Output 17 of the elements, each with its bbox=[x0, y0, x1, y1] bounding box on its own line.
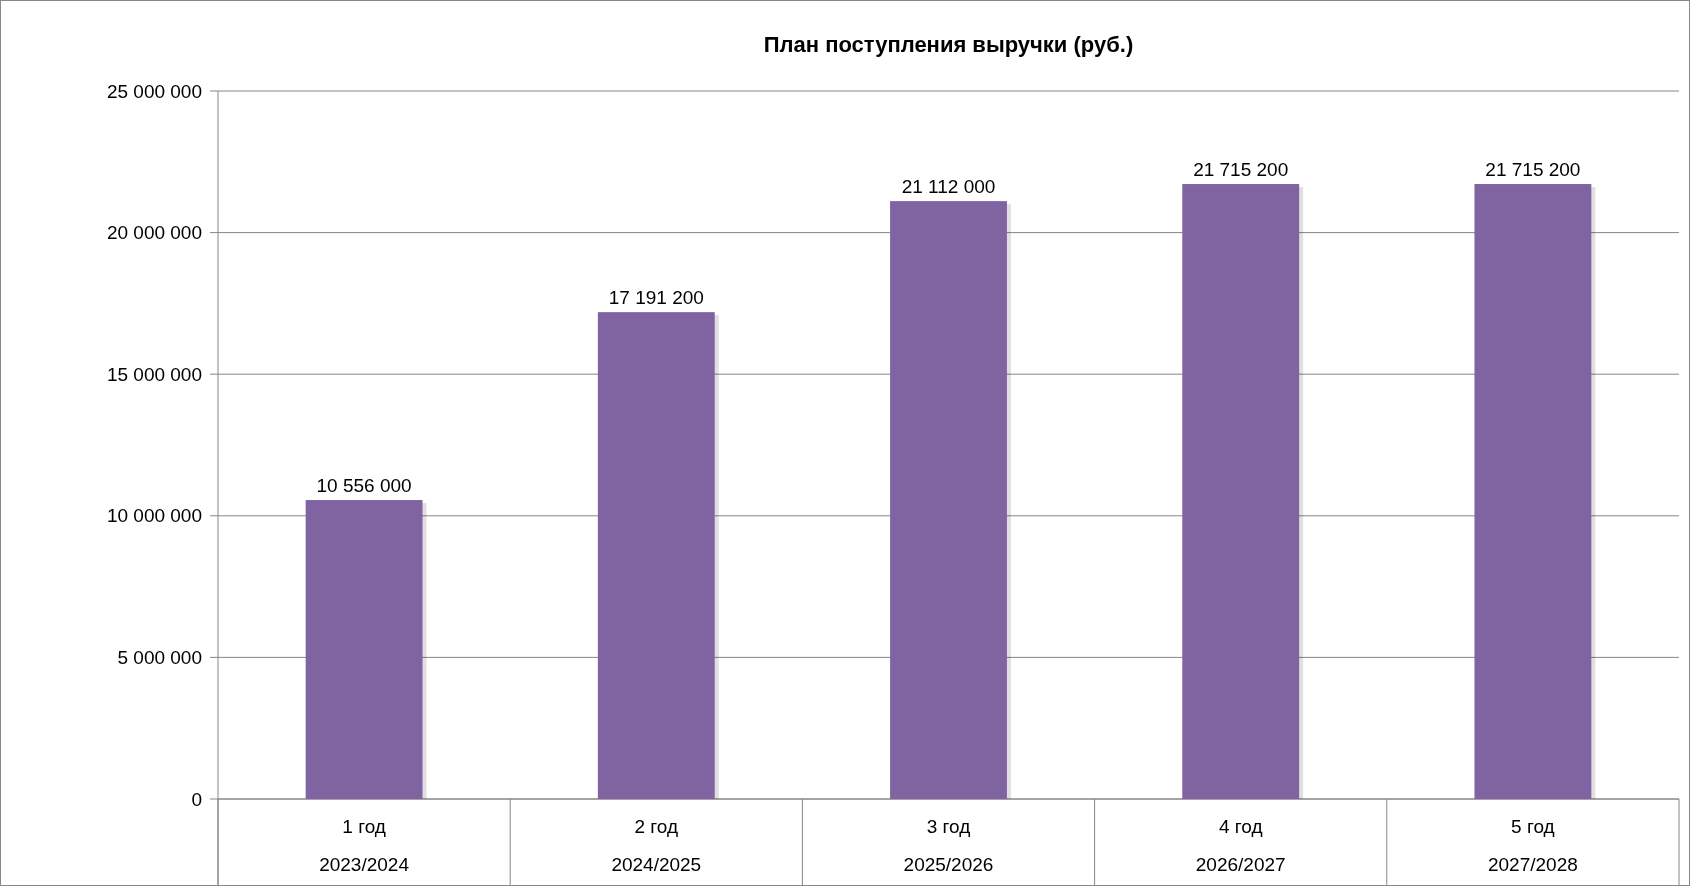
y-tick-label: 15 000 000 bbox=[106, 363, 202, 385]
chart-title: План поступления выручки (руб.) bbox=[763, 32, 1134, 57]
x-tick-label: 3 год 2025/2026 bbox=[903, 816, 994, 875]
x-tick-label: 1 год 2023/2024 bbox=[319, 816, 410, 875]
data-label: 10 556 000 bbox=[316, 475, 412, 497]
x-tick-label: 5 год 2027/2028 bbox=[1487, 816, 1578, 875]
y-tick-label: 20 000 000 bbox=[106, 222, 202, 244]
data-label: 21 715 200 bbox=[1485, 159, 1581, 181]
y-tick-label: 0 bbox=[191, 788, 202, 810]
y-tick-label: 25 000 000 bbox=[106, 80, 202, 102]
data-label: 21 112 000 bbox=[901, 176, 996, 198]
x-tick-label: 4 год 2026/2027 bbox=[1195, 816, 1286, 875]
y-tick-label: 10 000 000 bbox=[106, 505, 202, 527]
x-tick-label: 2 год 2024/2025 bbox=[611, 816, 702, 875]
y-tick-label: 5 000 000 bbox=[117, 647, 202, 669]
data-label: 21 715 200 bbox=[1193, 159, 1289, 181]
data-label: 17 191 200 bbox=[608, 287, 704, 309]
